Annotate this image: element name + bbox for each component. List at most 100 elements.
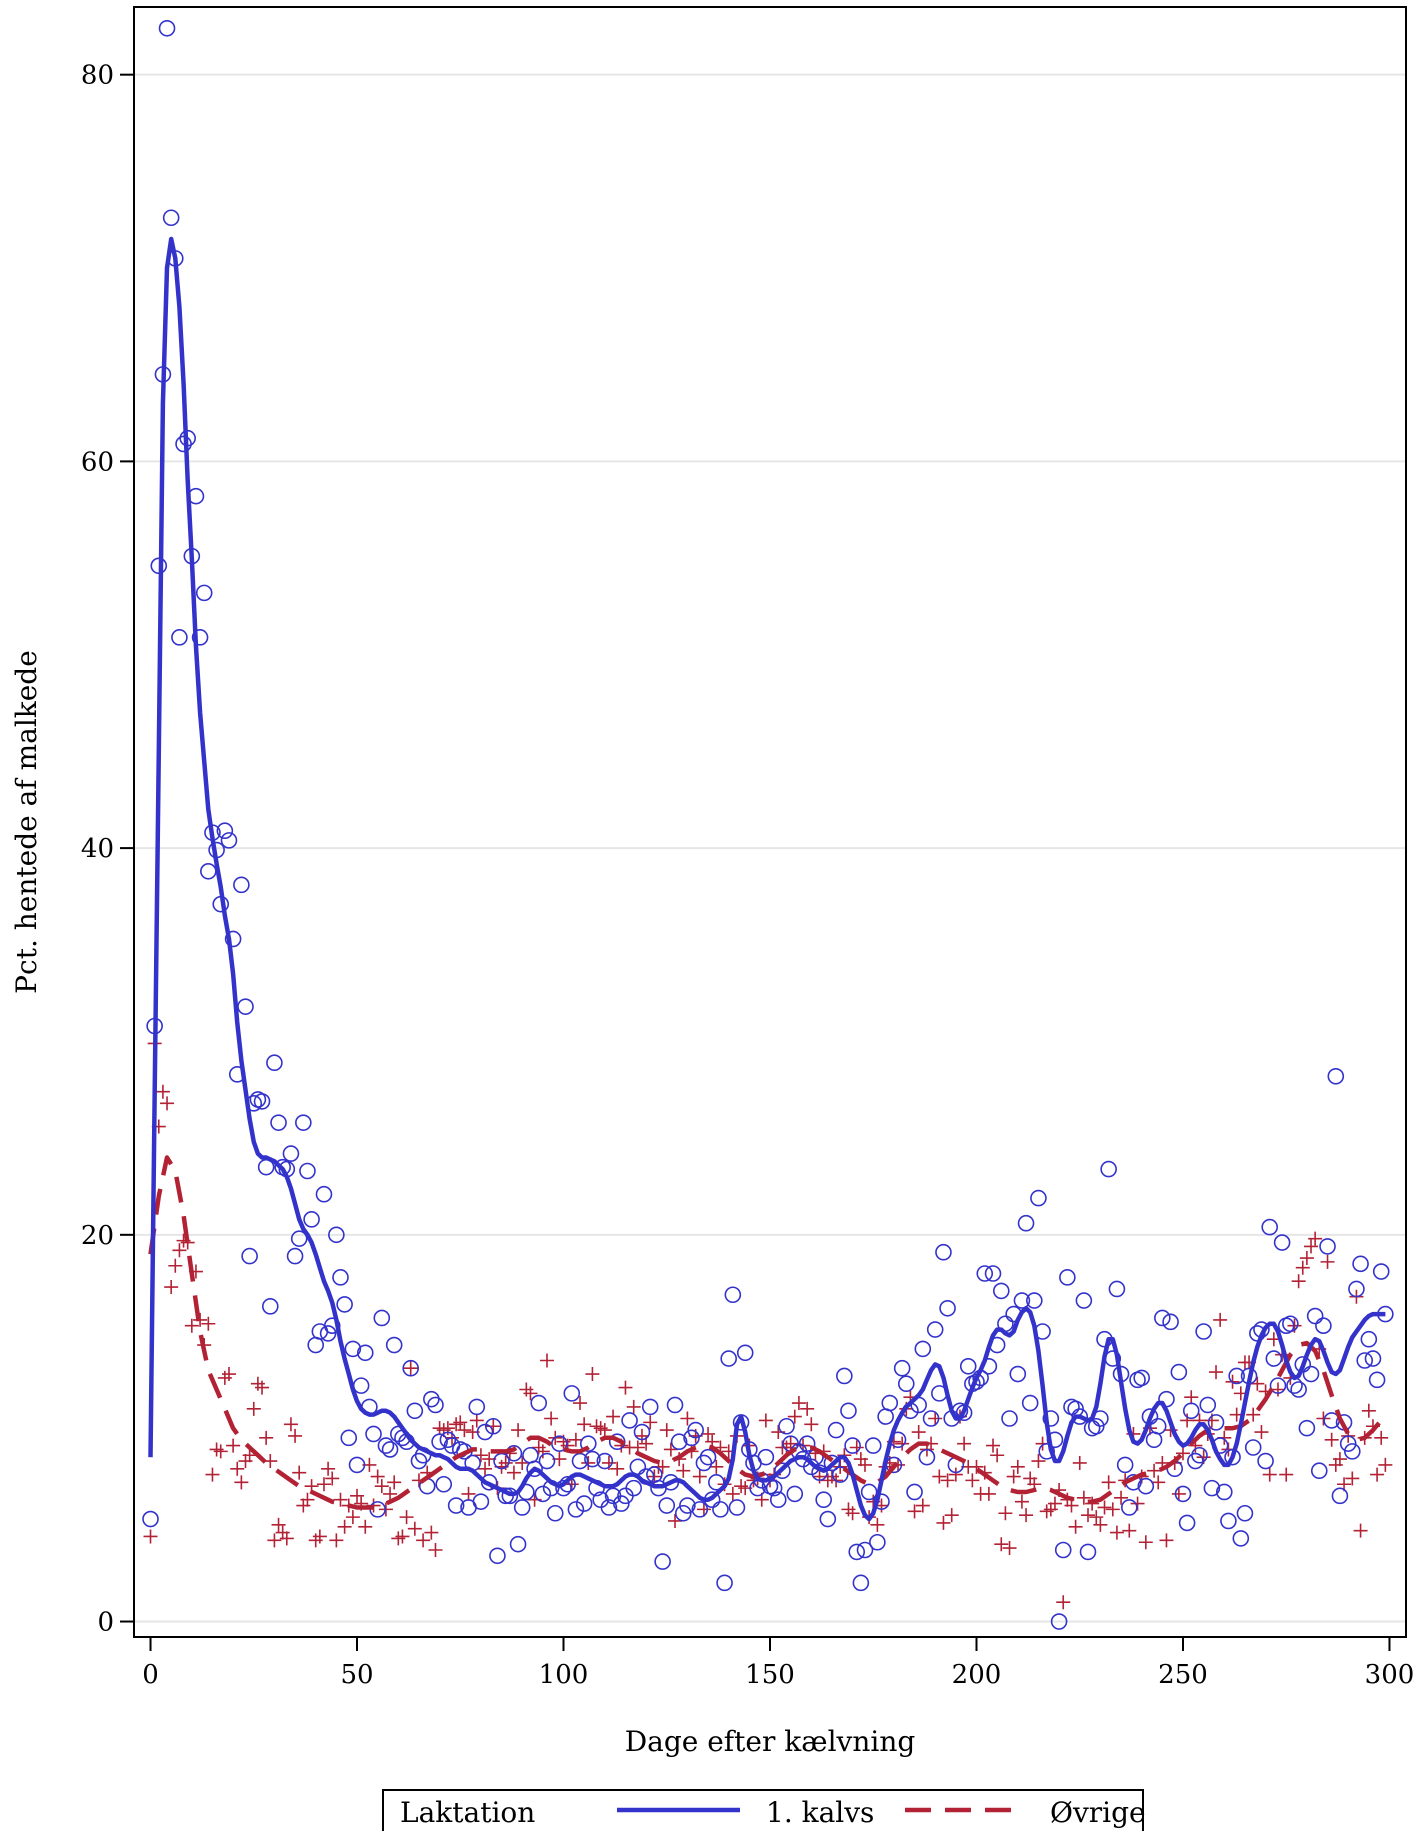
point-first-day-141 [724, 1286, 742, 1304]
point-first-day-232 [1100, 1160, 1117, 1178]
point-first-day-218 [1042, 1410, 1060, 1427]
point-other-day-195 [948, 1467, 963, 1482]
point-other-day-75 [453, 1415, 468, 1430]
point-first-day-103 [567, 1501, 585, 1518]
point-other-day-243 [1147, 1463, 1162, 1478]
point-other-day-59 [387, 1475, 402, 1490]
point-other-day-182 [895, 1436, 910, 1451]
point-first-day-68 [423, 1390, 440, 1408]
point-first-day-106 [579, 1435, 597, 1452]
point-first-day-249 [1170, 1363, 1188, 1381]
point-other-day-52 [358, 1519, 373, 1534]
point-other-day-43 [321, 1461, 336, 1476]
point-other-day-88 [506, 1465, 521, 1480]
point-other-day-249 [1171, 1486, 1186, 1501]
point-first-day-190 [926, 1321, 944, 1338]
point-other-day-69 [428, 1542, 443, 1557]
point-other-day-55 [370, 1469, 385, 1484]
point-first-day-54 [365, 1425, 382, 1443]
axes: 0 20 40 60 80 0 50 100 150 200 250 300 [81, 61, 1414, 1690]
point-other-day-205 [990, 1448, 1005, 1463]
point-first-day-162 [811, 1464, 828, 1481]
point-first-day-221 [1054, 1541, 1072, 1559]
point-first-day-31 [270, 1114, 287, 1131]
point-first-day-241 [1137, 1477, 1155, 1495]
point-other-day-64 [407, 1521, 422, 1536]
point-first-day-7 [171, 629, 188, 646]
point-other-day-251 [1180, 1413, 1195, 1428]
point-other-day-105 [577, 1417, 592, 1432]
point-first-day-0 [142, 1510, 159, 1528]
point-first-day-206 [992, 1282, 1010, 1300]
point-first-day-291 [1344, 1443, 1361, 1460]
point-first-day-90 [513, 1499, 531, 1516]
y-axis-title: Pct. hentede af malkede [10, 650, 43, 994]
point-first-day-257 [1203, 1479, 1221, 1497]
point-first-day-244 [1149, 1417, 1167, 1435]
point-first-day-64 [406, 1402, 424, 1420]
point-other-day-286 [1324, 1432, 1339, 1447]
point-other-day-203 [981, 1486, 996, 1501]
point-first-day-189 [922, 1410, 940, 1427]
x-tick-label-150: 150 [745, 1660, 795, 1690]
point-first-day-198 [959, 1358, 977, 1375]
point-first-day-281 [1302, 1365, 1320, 1383]
point-first-day-129 [674, 1504, 692, 1522]
point-other-day-279 [1295, 1260, 1310, 1275]
point-first-day-210 [1009, 1365, 1027, 1383]
legend-label-first: 1. kalvs [766, 1796, 874, 1829]
point-first-day-95 [534, 1485, 552, 1503]
point-other-day-288 [1332, 1452, 1347, 1467]
point-first-day-13 [195, 584, 213, 602]
point-other-day-125 [659, 1423, 674, 1438]
point-other-day-207 [998, 1506, 1013, 1521]
point-other-day-17 [213, 1444, 228, 1459]
point-first-day-34 [282, 1145, 300, 1162]
point-first-day-149 [757, 1448, 775, 1466]
point-first-day-166 [827, 1421, 845, 1439]
point-other-day-298 [1374, 1430, 1389, 1445]
point-other-day-61 [395, 1529, 410, 1544]
point-other-day-89 [511, 1423, 526, 1438]
point-first-day-264 [1232, 1530, 1250, 1547]
point-first-day-193 [939, 1299, 956, 1317]
point-first-day-277 [1286, 1377, 1303, 1394]
point-first-day-50 [348, 1456, 366, 1474]
point-first-day-42 [315, 1185, 333, 1203]
point-first-day-84 [489, 1547, 506, 1565]
y-tick-label-20: 20 [81, 1221, 114, 1251]
point-first-day-270 [1257, 1452, 1274, 1470]
point-other-day-56 [374, 1479, 389, 1494]
point-first-day-292 [1348, 1280, 1365, 1298]
point-first-day-83 [484, 1417, 502, 1435]
point-other-day-221 [1056, 1595, 1071, 1610]
point-first-day-280 [1298, 1419, 1316, 1437]
point-first-day-70 [431, 1433, 448, 1451]
point-other-day-41 [312, 1529, 327, 1544]
point-first-day-131 [683, 1429, 700, 1447]
point-first-day-178 [877, 1408, 894, 1425]
point-first-day-144 [736, 1344, 754, 1362]
point-other-day-269 [1254, 1425, 1269, 1440]
point-first-day-133 [691, 1501, 709, 1518]
point-other-day-297 [1370, 1467, 1385, 1482]
point-first-day-5 [162, 209, 180, 227]
point-first-day-182 [893, 1359, 911, 1377]
point-first-day-164 [819, 1510, 837, 1528]
point-first-day-294 [1356, 1352, 1374, 1369]
point-other-day-235 [1114, 1490, 1129, 1505]
point-other-day-211 [1014, 1494, 1029, 1509]
point-other-day-173 [857, 1457, 872, 1472]
point-first-day-138 [712, 1501, 729, 1518]
point-other-day-110 [597, 1423, 612, 1438]
point-first-day-172 [852, 1574, 870, 1592]
point-first-day-243 [1145, 1431, 1163, 1449]
point-other-day-149 [758, 1413, 773, 1428]
point-first-day-214 [1026, 1292, 1043, 1309]
point-other-day-104 [573, 1396, 588, 1411]
point-other-day-268 [1250, 1376, 1265, 1391]
point-first-day-183 [897, 1375, 915, 1393]
point-first-day-63 [402, 1359, 420, 1377]
point-first-day-65 [410, 1452, 428, 1470]
point-other-day-50 [350, 1488, 365, 1503]
